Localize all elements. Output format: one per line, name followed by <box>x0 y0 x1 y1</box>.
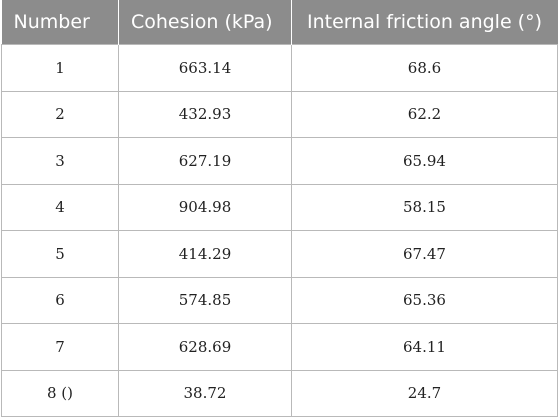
table-row: 6 574.85 65.36 <box>1 276 558 324</box>
table-row: 5 414.29 67.47 <box>1 230 558 278</box>
cell-number: 2 <box>1 90 119 138</box>
table-row: 7 628.69 64.11 <box>1 323 558 371</box>
cell-cohesion: 627.19 <box>118 137 292 185</box>
header-number: Number <box>1 0 119 45</box>
cell-cohesion: 414.29 <box>118 230 292 278</box>
cell-number: 6 <box>1 276 119 324</box>
cell-cohesion: 574.85 <box>118 276 292 324</box>
cell-number: 1 <box>1 44 119 92</box>
header-cohesion: Cohesion (kPa) <box>118 0 292 45</box>
cell-friction-angle: 65.94 <box>291 137 558 185</box>
cell-friction-angle: 24.7 <box>291 369 558 417</box>
table-row: 1 663.14 68.6 <box>1 44 558 92</box>
cell-number: 8 () <box>1 369 119 417</box>
table-row: 8 () 38.72 24.7 <box>1 369 558 417</box>
cell-friction-angle: 67.47 <box>291 230 558 278</box>
table-row: 3 627.19 65.94 <box>1 137 558 185</box>
cell-cohesion: 432.93 <box>118 90 292 138</box>
cell-friction-angle: 64.11 <box>291 323 558 371</box>
cell-friction-angle: 68.6 <box>291 44 558 92</box>
cell-cohesion: 904.98 <box>118 183 292 231</box>
cell-number: 7 <box>1 323 119 371</box>
table-row: 4 904.98 58.15 <box>1 183 558 231</box>
cell-number: 4 <box>1 183 119 231</box>
cell-friction-angle: 65.36 <box>291 276 558 324</box>
table-row: 2 432.93 62.2 <box>1 90 558 138</box>
cell-friction-angle: 62.2 <box>291 90 558 138</box>
cell-number: 3 <box>1 137 119 185</box>
cell-number: 5 <box>1 230 119 278</box>
cell-cohesion: 663.14 <box>118 44 292 92</box>
cell-cohesion: 628.69 <box>118 323 292 371</box>
header-friction-angle: Internal friction angle (°) <box>291 0 558 45</box>
cell-cohesion: 38.72 <box>118 369 292 417</box>
cell-friction-angle: 58.15 <box>291 183 558 231</box>
header-row: Number Cohesion (kPa) Internal friction … <box>1 0 558 45</box>
